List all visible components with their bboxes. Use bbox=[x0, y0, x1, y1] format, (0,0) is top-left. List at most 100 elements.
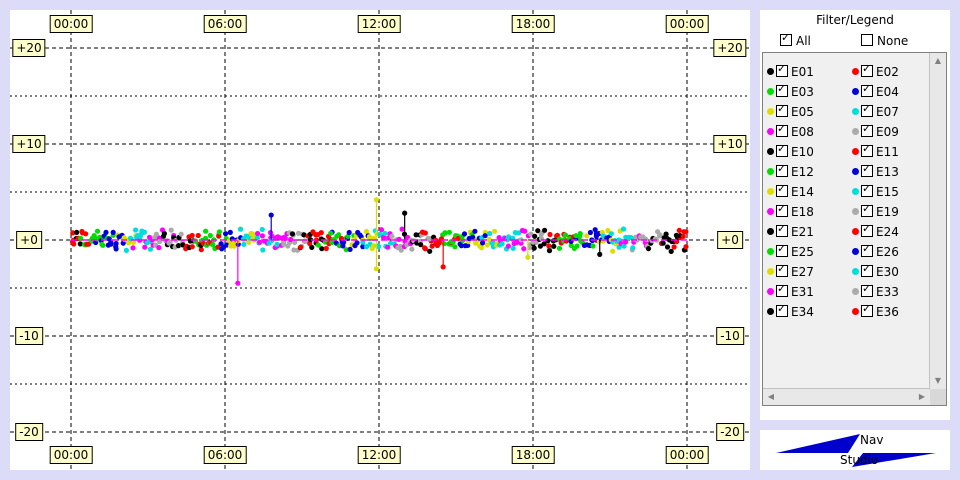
legend-item-e30[interactable]: E30 bbox=[852, 262, 899, 280]
legend-item-e07[interactable]: E07 bbox=[852, 102, 899, 120]
legend-checkbox[interactable] bbox=[776, 122, 788, 137]
all-checkbox-box[interactable] bbox=[780, 31, 792, 46]
data-point bbox=[147, 246, 153, 252]
data-point bbox=[397, 243, 403, 249]
x-tick-label-top: 06:00 bbox=[203, 15, 247, 33]
legend-item-e14[interactable]: E14 bbox=[767, 182, 814, 200]
legend-color-dot-icon bbox=[767, 168, 774, 175]
data-point bbox=[210, 242, 216, 248]
legend-checkbox[interactable] bbox=[861, 102, 873, 117]
data-point bbox=[126, 240, 132, 246]
vertical-scrollbar[interactable]: ▲ ▼ bbox=[929, 53, 946, 389]
legend-checkbox[interactable] bbox=[861, 62, 873, 77]
legend-item-label: E26 bbox=[876, 245, 899, 259]
y-tick-label-left: -10 bbox=[15, 327, 43, 345]
none-checkbox[interactable]: None bbox=[861, 34, 908, 48]
legend-checkbox[interactable] bbox=[861, 142, 873, 157]
legend-checkbox[interactable] bbox=[776, 82, 788, 97]
legend-item-label: E01 bbox=[791, 65, 814, 79]
legend-checkbox[interactable] bbox=[776, 162, 788, 177]
legend-checkbox[interactable] bbox=[861, 182, 873, 197]
legend-item-e33[interactable]: E33 bbox=[852, 282, 899, 300]
legend-color-dot-icon bbox=[767, 208, 774, 215]
legend-item-e34[interactable]: E34 bbox=[767, 302, 814, 320]
legend-color-dot-icon bbox=[852, 228, 859, 235]
logo-panel: Nav Studio bbox=[760, 430, 950, 470]
scroll-down-icon[interactable]: ▼ bbox=[934, 376, 942, 385]
scroll-right-icon[interactable]: ▶ bbox=[918, 392, 926, 401]
scroll-up-icon[interactable]: ▲ bbox=[934, 56, 942, 65]
legend-item-e25[interactable]: E25 bbox=[767, 242, 814, 260]
data-point bbox=[292, 239, 298, 245]
legend-item-e26[interactable]: E26 bbox=[852, 242, 899, 260]
legend-checkbox[interactable] bbox=[861, 82, 873, 97]
legend-item-e04[interactable]: E04 bbox=[852, 82, 899, 100]
legend-checkbox[interactable] bbox=[861, 162, 873, 177]
scroll-left-icon[interactable]: ◀ bbox=[767, 392, 775, 401]
legend-checkbox[interactable] bbox=[776, 62, 788, 77]
legend-item-e36[interactable]: E36 bbox=[852, 302, 899, 320]
legend-checkbox[interactable] bbox=[861, 222, 873, 237]
legend-checkbox[interactable] bbox=[776, 102, 788, 117]
legend-item-e21[interactable]: E21 bbox=[767, 222, 814, 240]
y-tick-label-right: -20 bbox=[716, 423, 744, 441]
data-point bbox=[108, 241, 114, 247]
all-checkbox[interactable]: All bbox=[780, 31, 811, 48]
legend-item-e13[interactable]: E13 bbox=[852, 162, 899, 180]
x-tick-label-bottom: 00:00 bbox=[665, 446, 709, 464]
legend-checkbox[interactable] bbox=[776, 302, 788, 317]
data-point bbox=[281, 239, 287, 245]
legend-item-e01[interactable]: E01 bbox=[767, 62, 814, 80]
none-checkbox-box[interactable] bbox=[861, 34, 873, 46]
legend-color-dot-icon bbox=[767, 268, 774, 275]
legend-checkbox[interactable] bbox=[861, 282, 873, 297]
legend-item-e09[interactable]: E09 bbox=[852, 122, 899, 140]
legend-item-e19[interactable]: E19 bbox=[852, 202, 899, 220]
legend-item-e02[interactable]: E02 bbox=[852, 62, 899, 80]
legend-item-e18[interactable]: E18 bbox=[767, 202, 814, 220]
data-point bbox=[398, 247, 404, 253]
data-point bbox=[671, 244, 677, 250]
data-point bbox=[360, 244, 366, 250]
x-tick-label-bottom: 18:00 bbox=[511, 446, 555, 464]
legend-checkbox[interactable] bbox=[776, 242, 788, 257]
legend-checkbox[interactable] bbox=[861, 122, 873, 137]
legend-item-e27[interactable]: E27 bbox=[767, 262, 814, 280]
x-tick-label-top: 00:00 bbox=[665, 15, 709, 33]
horizontal-scrollbar[interactable]: ◀ ▶ bbox=[763, 388, 930, 405]
legend-checkbox[interactable] bbox=[776, 202, 788, 217]
data-point bbox=[668, 248, 674, 254]
legend-item-e24[interactable]: E24 bbox=[852, 222, 899, 240]
data-point bbox=[363, 228, 370, 235]
data-point bbox=[120, 240, 126, 246]
legend-item-e08[interactable]: E08 bbox=[767, 122, 814, 140]
legend-item-e31[interactable]: E31 bbox=[767, 282, 814, 300]
y-tick-label-right: +0 bbox=[717, 231, 743, 249]
legend-checkbox[interactable] bbox=[861, 302, 873, 317]
data-point bbox=[301, 232, 307, 238]
legend-checkbox[interactable] bbox=[776, 142, 788, 157]
data-point bbox=[133, 227, 139, 233]
data-point bbox=[547, 231, 553, 238]
legend-checkbox[interactable] bbox=[861, 242, 873, 257]
data-point bbox=[241, 241, 247, 247]
legend-item-e15[interactable]: E15 bbox=[852, 182, 899, 200]
data-point bbox=[427, 248, 433, 254]
legend-item-e11[interactable]: E11 bbox=[852, 142, 899, 160]
legend-checkbox[interactable] bbox=[861, 202, 873, 217]
legend-checkbox[interactable] bbox=[776, 282, 788, 297]
legend-checkbox[interactable] bbox=[861, 262, 873, 277]
data-point bbox=[620, 226, 627, 232]
legend-checkbox[interactable] bbox=[776, 182, 788, 197]
legend-checkbox[interactable] bbox=[776, 262, 788, 277]
legend-checkbox[interactable] bbox=[776, 222, 788, 237]
legend-item-e10[interactable]: E10 bbox=[767, 142, 814, 160]
data-point bbox=[645, 246, 652, 252]
legend-item-e03[interactable]: E03 bbox=[767, 82, 814, 100]
data-point bbox=[556, 245, 563, 251]
legend-item-e05[interactable]: E05 bbox=[767, 102, 814, 120]
legend-item-e12[interactable]: E12 bbox=[767, 162, 814, 180]
data-point bbox=[227, 229, 233, 235]
data-point bbox=[422, 230, 428, 236]
legend-item-label: E14 bbox=[791, 185, 814, 199]
